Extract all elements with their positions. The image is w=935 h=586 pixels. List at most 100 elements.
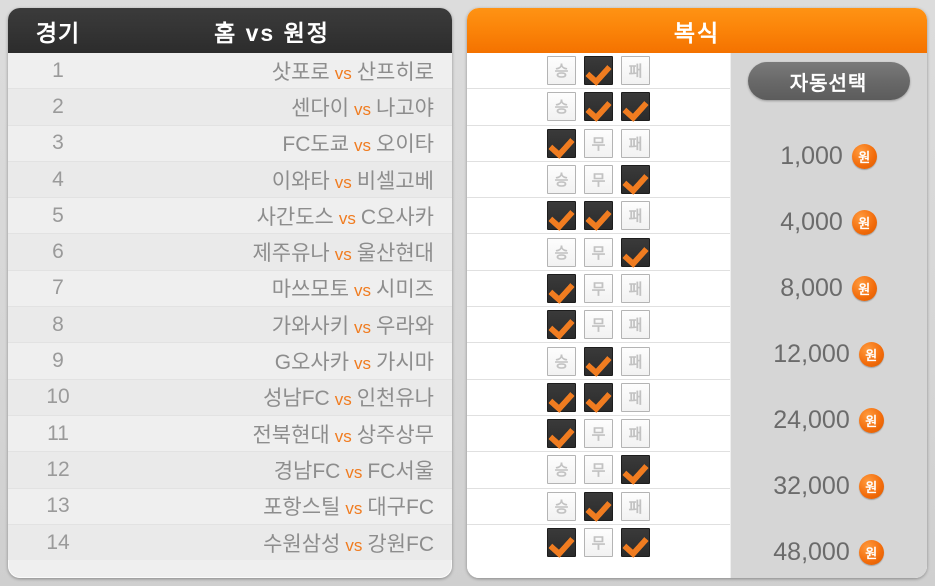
checkbox-draw[interactable]: 무	[584, 528, 613, 557]
checkbox-win[interactable]: 승	[547, 419, 576, 449]
checkbox-lose[interactable]: 패	[621, 273, 650, 303]
vs-label: vs	[334, 390, 352, 410]
checkbox-draw[interactable]: 무	[584, 237, 613, 267]
match-row[interactable]: 3 FC도쿄 vs 오이타	[8, 125, 452, 162]
checkbox-draw[interactable]: 무	[584, 92, 613, 122]
amount-option[interactable]: 48,000 원	[730, 519, 927, 578]
checkbox-draw[interactable]: 무	[584, 165, 613, 195]
checkbox-win[interactable]: 승	[547, 273, 576, 303]
match-number: 7	[52, 276, 64, 300]
checkbox-draw[interactable]: 무	[584, 201, 613, 231]
home-team: 성남FC	[263, 387, 330, 411]
checkbox-win[interactable]: 승	[547, 56, 576, 86]
header-match-number: 경기	[35, 19, 81, 46]
match-row[interactable]: 8 가와사키 vs 우라와	[8, 307, 452, 344]
checkbox-lose[interactable]: 패	[621, 128, 650, 158]
match-row[interactable]: 7 마쓰모토 vs 시미즈	[8, 270, 452, 308]
match-row[interactable]: 5 사간도스 vs C오사카	[8, 198, 452, 235]
home-team: 이와타	[271, 169, 330, 193]
pick-row: 승무패	[467, 307, 730, 344]
checkbox-lose[interactable]: 패	[621, 455, 650, 485]
amount-list: 1,000 원 4,000 원 8,000 원 12,000 원 24,000 원 32,000 원 4…	[730, 111, 927, 578]
match-row[interactable]: 10 성남FC vs 인천유나	[8, 379, 452, 416]
checkbox-win[interactable]: 승	[547, 201, 576, 231]
amount-value: 12,000	[773, 339, 850, 368]
match-row[interactable]: 12 경남FC vs FC서울	[8, 452, 452, 489]
match-number: 4	[52, 167, 64, 191]
amount-option[interactable]: 8,000 원	[730, 255, 927, 321]
match-row[interactable]: 13 포항스틸 vs 대구FC	[8, 488, 452, 525]
vs-label: vs	[334, 172, 352, 192]
pick-row: 승무패	[467, 343, 730, 380]
checkbox-lose[interactable]: 패	[621, 237, 650, 267]
home-team: G오사카	[274, 351, 350, 375]
match-number: 6	[52, 240, 64, 264]
match-teams: 수원삼성 vs 강원FC	[108, 528, 452, 558]
won-currency-icon: 원	[858, 341, 884, 367]
checkbox-win[interactable]: 승	[547, 491, 576, 521]
match-teams: 전북현대 vs 상주상무	[108, 419, 452, 449]
match-row[interactable]: 14 수원삼성 vs 강원FC	[8, 524, 452, 561]
vs-label: vs	[338, 208, 356, 228]
amount-option[interactable]: 32,000 원	[730, 453, 927, 519]
match-number: 13	[46, 494, 70, 518]
match-number: 8	[52, 312, 64, 336]
checkbox-draw[interactable]: 무	[584, 128, 613, 158]
checkbox-draw[interactable]: 무	[584, 382, 613, 412]
checkbox-lose[interactable]: 패	[621, 201, 650, 231]
match-row[interactable]: 11 전북현대 vs 상주상무	[8, 415, 452, 453]
checkbox-draw[interactable]: 무	[584, 56, 613, 86]
checkbox-lose[interactable]: 패	[621, 491, 650, 521]
match-teams: 삿포로 vs 산프히로	[108, 56, 452, 86]
match-row[interactable]: 4 이와타 vs 비셀고베	[8, 161, 452, 199]
checkbox-draw[interactable]: 무	[584, 455, 613, 485]
checkbox-draw[interactable]: 무	[584, 310, 613, 340]
match-number: 2	[52, 94, 64, 118]
checkbox-win[interactable]: 승	[547, 165, 576, 195]
won-currency-icon: 원	[851, 275, 877, 301]
match-row[interactable]: 2 센다이 vs 나고야	[8, 89, 452, 126]
checkbox-lose[interactable]: 패	[621, 310, 650, 340]
checkbox-draw[interactable]: 무	[584, 491, 613, 521]
amount-option[interactable]: 4,000 원	[730, 189, 927, 255]
amount-option[interactable]: 12,000 원	[730, 321, 927, 387]
away-team: C오사카	[360, 205, 434, 229]
won-currency-icon: 원	[858, 407, 884, 433]
checkbox-draw[interactable]: 무	[584, 273, 613, 303]
checkbox-win[interactable]: 승	[547, 346, 576, 376]
checkbox-win[interactable]: 승	[547, 237, 576, 267]
match-teams: 포항스틸 vs 대구FC	[108, 491, 452, 521]
auto-select-button[interactable]: 자동선택	[747, 62, 910, 100]
checkbox-win[interactable]: 승	[547, 310, 576, 340]
vs-label: vs	[334, 426, 352, 446]
amount-option[interactable]: 24,000 원	[730, 387, 927, 453]
amount-option[interactable]: 1,000 원	[730, 123, 927, 189]
vs-label: vs	[354, 281, 372, 301]
checkbox-draw[interactable]: 무	[584, 419, 613, 449]
match-teams: 제주유나 vs 울산현대	[108, 237, 452, 267]
checkbox-lose[interactable]: 패	[621, 165, 650, 195]
away-team: 산프히로	[356, 60, 434, 84]
checkbox-lose[interactable]: 패	[621, 56, 650, 86]
checkbox-lose[interactable]: 패	[621, 419, 650, 449]
home-team: FC도쿄	[282, 133, 350, 157]
checkbox-win[interactable]: 승	[547, 455, 576, 485]
match-number: 12	[46, 457, 70, 481]
match-row[interactable]: 6 제주유나 vs 울산현대	[8, 234, 452, 271]
checkbox-lose[interactable]: 패	[621, 528, 650, 557]
match-row[interactable]: 9 G오사카 vs 가시마	[8, 343, 452, 380]
checkbox-draw[interactable]: 무	[584, 346, 613, 376]
match-number: 10	[46, 385, 70, 409]
checkbox-lose[interactable]: 패	[621, 346, 650, 376]
match-row[interactable]: 1 삿포로 vs 산프히로	[8, 53, 452, 90]
checkbox-win[interactable]: 승	[547, 382, 576, 412]
match-list-panel: 경기 홈 vs 원정 1 삿포로 vs 산프히로 2 센다이 vs 나고야 3 FC도쿄 vs 오이타…	[8, 8, 452, 578]
home-team: 삿포로	[271, 60, 330, 84]
checkbox-win[interactable]: 승	[547, 128, 576, 158]
checkbox-win[interactable]: 승	[547, 92, 576, 122]
checkbox-lose[interactable]: 패	[621, 92, 650, 122]
checkbox-lose[interactable]: 패	[621, 382, 650, 412]
match-teams: 가와사키 vs 우라와	[108, 310, 452, 340]
checkbox-win[interactable]: 승	[547, 528, 576, 557]
